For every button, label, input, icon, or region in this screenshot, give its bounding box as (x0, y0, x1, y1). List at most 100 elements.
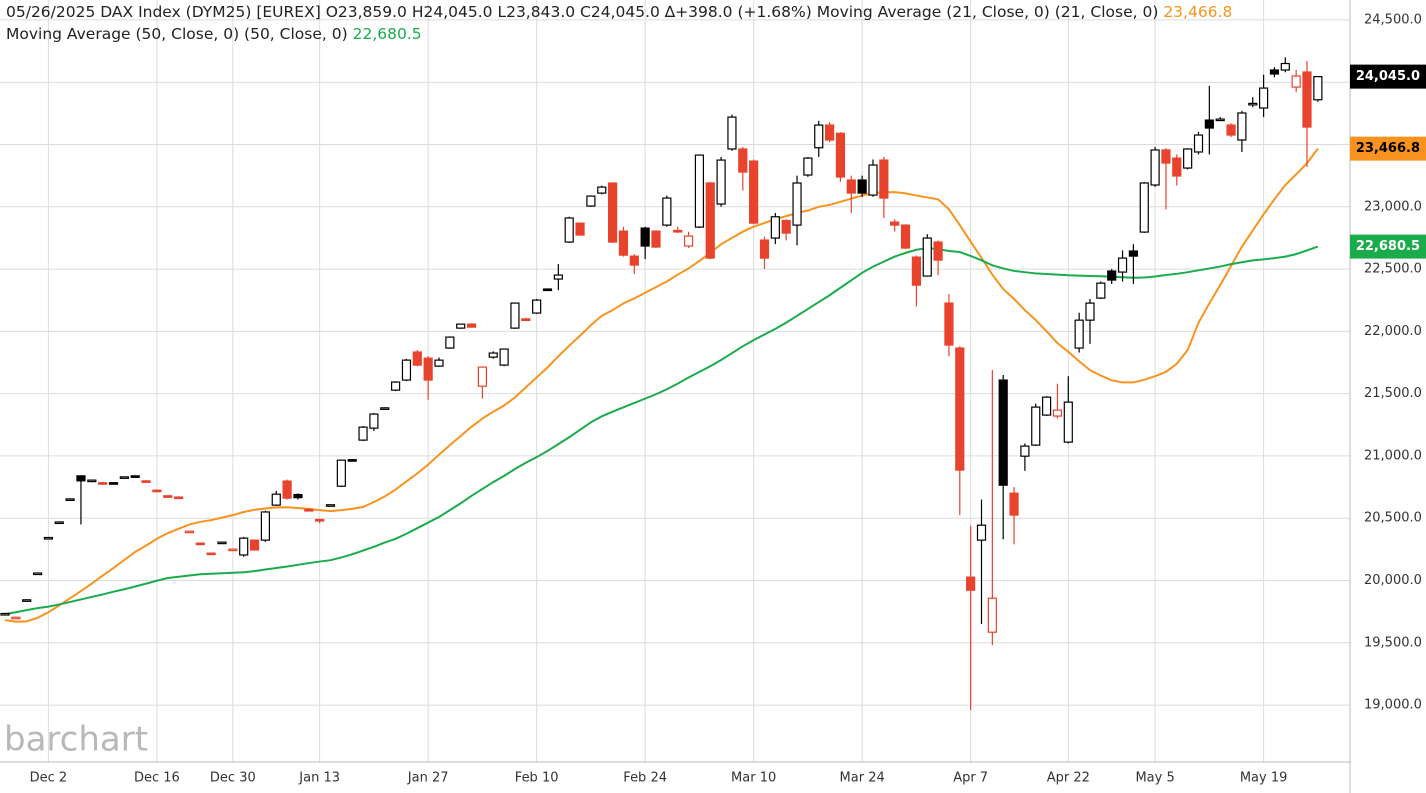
x-tick-label: Jan 27 (407, 771, 449, 786)
candle-body (846, 179, 856, 194)
candle-body (597, 186, 607, 194)
candle-body (271, 493, 281, 506)
candle-body (814, 124, 824, 149)
candle-body (1020, 445, 1030, 457)
candle-body (1183, 148, 1193, 169)
candle-body (87, 479, 97, 483)
price-tag-label: 24,045.0 (1356, 69, 1420, 84)
candle-body (32, 572, 43, 576)
candle-body (347, 459, 357, 462)
candle-body (781, 219, 791, 234)
x-tick-label: May 19 (1240, 771, 1288, 786)
x-tick-label: May 5 (1135, 771, 1174, 786)
candle-body (1204, 119, 1214, 129)
candle-body (358, 426, 368, 441)
candle-body (727, 116, 737, 150)
candle-body (1172, 157, 1182, 177)
candle-body (792, 182, 802, 226)
x-tick-label: Dec 2 (30, 771, 68, 786)
candle-body (770, 216, 780, 239)
candle-body (759, 239, 770, 259)
price-tag (1350, 64, 1426, 89)
x-tick-label: Apr 22 (1047, 771, 1090, 786)
header-line: Moving Average (50, Close, 0) (50, Close… (6, 25, 422, 43)
candle-body (683, 235, 694, 247)
y-tick-label: 24,500.0 (1364, 12, 1422, 27)
candle-body (325, 504, 336, 507)
candle-body (119, 476, 129, 479)
candle-body (456, 323, 466, 329)
candle-body (43, 536, 54, 540)
candle-body (466, 323, 477, 328)
candle-body (1074, 319, 1084, 349)
candle-body (575, 222, 585, 236)
candle-body (315, 518, 325, 522)
candle-body (922, 237, 932, 277)
candle-body (694, 154, 705, 228)
candle-body (65, 498, 75, 502)
candle-body (944, 302, 954, 346)
y-tick-label: 22,500.0 (1364, 262, 1422, 277)
candle-body (488, 352, 498, 358)
candle-body (607, 182, 618, 243)
candle-body (108, 482, 119, 485)
candle-body (955, 347, 965, 471)
candle-body (933, 241, 943, 261)
candle-body (477, 366, 487, 387)
y-tick-label: 20,000.0 (1364, 573, 1422, 588)
candle-body (423, 357, 433, 381)
price-tag-label: 22,680.5 (1356, 239, 1420, 254)
candle-body (174, 496, 184, 500)
candle-body (1085, 302, 1095, 321)
y-tick-label: 21,500.0 (1364, 386, 1422, 401)
candle-body (835, 132, 846, 178)
candle-body (1063, 401, 1073, 443)
candle-body (532, 299, 542, 314)
candle-body (22, 599, 32, 602)
candle-body (11, 616, 21, 620)
moving-average-line (4, 148, 1319, 623)
candle-body (824, 124, 835, 141)
candle-body (868, 164, 878, 196)
candle-body (1237, 112, 1247, 141)
candle-body (1052, 409, 1063, 417)
candle-body (0, 612, 10, 616)
x-tick-label: Dec 16 (134, 771, 180, 786)
candle-body (1161, 149, 1171, 164)
candle-body (412, 351, 422, 366)
candle-body (857, 179, 867, 194)
candle-body (380, 407, 390, 410)
candle-body (1096, 282, 1106, 299)
price-tag (1350, 234, 1426, 259)
candle-body (510, 302, 520, 329)
candle-body (445, 336, 455, 349)
candle-body (1193, 134, 1204, 153)
candle-body (293, 493, 303, 499)
candle-body (1280, 62, 1290, 71)
candle-body (184, 530, 195, 534)
candle-body (542, 288, 553, 292)
candle-body (966, 576, 976, 591)
y-tick-label: 20,500.0 (1364, 511, 1422, 526)
candle-body (54, 521, 64, 525)
candle-body (98, 482, 108, 485)
candle-body (152, 489, 162, 493)
x-tick-label: Mar 10 (731, 771, 776, 786)
candle-body (998, 379, 1008, 486)
candle-body (1009, 492, 1019, 516)
candle-body (1031, 406, 1041, 446)
candle-body (879, 159, 889, 199)
candle-body (1258, 87, 1269, 109)
candle-body (369, 413, 379, 429)
y-tick-label: 19,000.0 (1364, 698, 1422, 713)
chart-title: 05/26/2025 DAX Index (DYM25) [EUREX] O23… (6, 3, 812, 21)
candle-body (217, 541, 227, 545)
candle-body (336, 459, 346, 487)
legend-value: 22,680.5 (352, 25, 422, 43)
candle-body (282, 480, 292, 499)
candle-body (1215, 118, 1225, 122)
candle-body (673, 229, 683, 233)
candle-body (141, 480, 151, 483)
